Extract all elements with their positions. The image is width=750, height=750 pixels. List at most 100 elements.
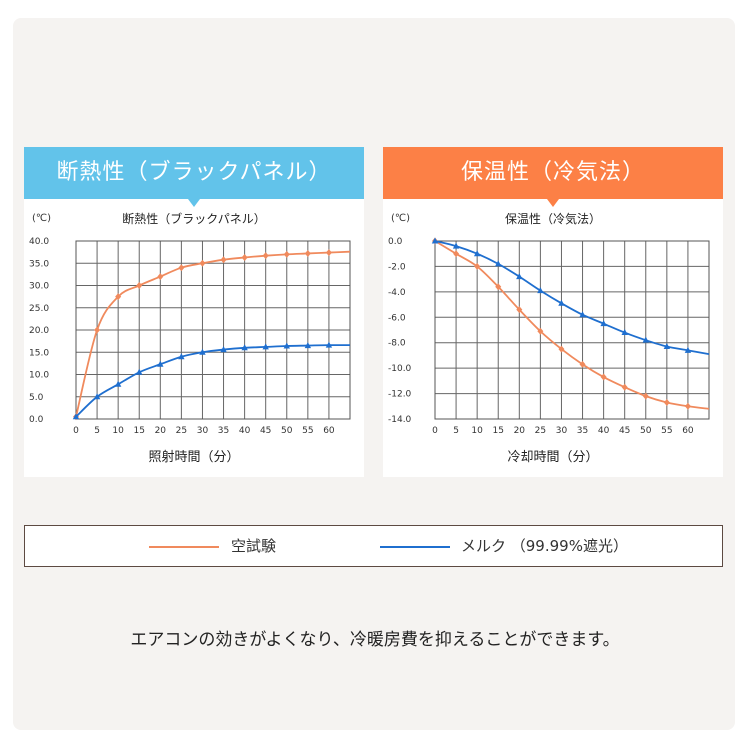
data-point-control (642, 392, 649, 400)
x-tick-label: 5 (94, 426, 100, 436)
x-tick-label: 40 (239, 426, 251, 436)
x-axis-label: 照射時間（分） (148, 449, 239, 465)
plot-frame (434, 240, 710, 420)
data-point-control (304, 249, 311, 257)
data-point-product (157, 360, 164, 367)
x-tick-label: 35 (577, 426, 588, 436)
x-tick-label: 10 (112, 426, 124, 436)
data-point-product (452, 242, 460, 249)
data-point-product (495, 260, 502, 267)
x-tick-label: 30 (556, 426, 568, 436)
series-line-control (75, 250, 351, 417)
data-point-product (136, 368, 143, 375)
data-point-control (663, 398, 670, 406)
x-tick-label: 30 (197, 426, 209, 436)
y-tick-label: -14.0 (388, 415, 412, 425)
data-point-control (325, 249, 332, 257)
data-point-product (516, 273, 523, 280)
y-tick-label: 5.0 (29, 393, 44, 403)
x-tick-label: 20 (155, 426, 167, 436)
data-point-control (136, 282, 143, 289)
x-tick-label: 0 (432, 426, 438, 436)
data-point-product (473, 250, 481, 257)
x-tick-label: 55 (302, 426, 313, 436)
y-tick-label: -10.0 (388, 364, 412, 374)
legend-product-label: メルク （99.99%遮光） (461, 537, 628, 555)
banner-pointer (547, 199, 559, 207)
x-tick-label: 25 (176, 426, 187, 436)
plot-frame (75, 240, 351, 420)
unit-label: (℃) (391, 213, 410, 224)
data-point-product (537, 287, 544, 294)
data-point-control (178, 264, 185, 272)
x-tick-label: 45 (619, 426, 630, 436)
data-point-product (93, 393, 101, 400)
data-point-control (600, 373, 607, 381)
data-point-control (684, 402, 691, 410)
banner-insulation-label: 断熱性（ブラックパネル） (56, 160, 332, 185)
data-point-product (241, 344, 248, 351)
data-point-control (220, 256, 227, 264)
x-axis-label: 冷却時間（分） (507, 450, 598, 465)
x-tick-label: 15 (134, 426, 145, 436)
data-point-control (115, 293, 122, 301)
data-point-control (199, 259, 206, 267)
legend-product-line (380, 546, 450, 548)
grid (434, 240, 710, 420)
banner-insulation: 断熱性（ブラックパネル） (24, 147, 364, 207)
chart-title: 保温性（冷気法） (505, 211, 601, 226)
x-tick-label: 40 (598, 426, 610, 436)
y-tick-label: 40.0 (29, 237, 49, 247)
panel-insulation: 断熱性（ブラックパネル） (℃) 断熱性（ブラックパネル） 0.0 5.0 10.0 15… (24, 147, 364, 477)
data-point-product (72, 413, 80, 420)
data-point-product (621, 329, 628, 336)
data-point-control (241, 253, 248, 261)
footer-caption: エアコンの効きがよくなり、冷暖房費を抑えることができます。 (130, 630, 620, 650)
data-point-control (579, 360, 586, 368)
y-tick-label: -6.0 (388, 313, 406, 323)
x-tick-label: 5 (453, 426, 459, 436)
x-tick-label: 55 (661, 426, 672, 436)
banner-heat-retention-label: 保温性（冷気法） (460, 160, 645, 185)
chart-insulation: (℃) 断熱性（ブラックパネル） 0.0 5.0 10.0 15.0 20.0 25.0 30.… (29, 211, 351, 465)
data-point-control (262, 252, 269, 260)
data-point-product (220, 346, 227, 353)
data-point-product (283, 342, 290, 349)
x-tick-label: 15 (493, 426, 504, 436)
y-tick-label: 20.0 (29, 326, 49, 336)
data-point-product (600, 320, 607, 327)
legend-control-line (149, 546, 219, 548)
data-point-product (199, 348, 206, 355)
data-point-product (262, 343, 269, 350)
data-point-product (178, 353, 185, 360)
banner-heat-retention: 保温性（冷気法） (383, 147, 723, 207)
y-tick-label: 0.0 (388, 237, 403, 247)
y-tick-label: 35.0 (29, 259, 49, 269)
panel-heat-retention: 保温性（冷気法） (℃) 保温性（冷気法） 0.0 -2.0 -4.0 -6.0 -8.0 -… (383, 147, 723, 477)
x-tick-label: 20 (514, 426, 526, 436)
y-tick-label: 10.0 (29, 371, 49, 381)
x-tick-label: 45 (260, 426, 271, 436)
data-point-control (558, 345, 565, 353)
data-point-product (325, 341, 333, 348)
y-tick-label: 25.0 (29, 304, 49, 314)
y-tick-label: 15.0 (29, 348, 49, 358)
data-point-product (558, 299, 565, 306)
x-tick-label: 25 (535, 426, 546, 436)
chart-heat-retention: (℃) 保温性（冷気法） 0.0 -2.0 -4.0 -6.0 -8.0 -10.0 -12.0… (388, 211, 710, 465)
data-point-product (579, 311, 586, 318)
banner-pointer (188, 199, 200, 207)
chart-title: 断熱性（ブラックパネル） (122, 211, 265, 226)
legend: 空試験 メルク （99.99%遮光） (24, 525, 723, 567)
data-point-control (157, 273, 164, 281)
x-tick-label: 60 (682, 426, 694, 436)
data-point-product (663, 343, 671, 350)
y-tick-label: 0.0 (29, 415, 44, 425)
data-point-control (516, 306, 523, 314)
x-tick-label: 10 (471, 426, 483, 436)
x-tick-label: 0 (73, 426, 79, 436)
series-line-product (75, 344, 351, 418)
data-point-product (684, 346, 692, 353)
x-tick-label: 60 (323, 426, 335, 436)
data-point-control (495, 283, 502, 291)
